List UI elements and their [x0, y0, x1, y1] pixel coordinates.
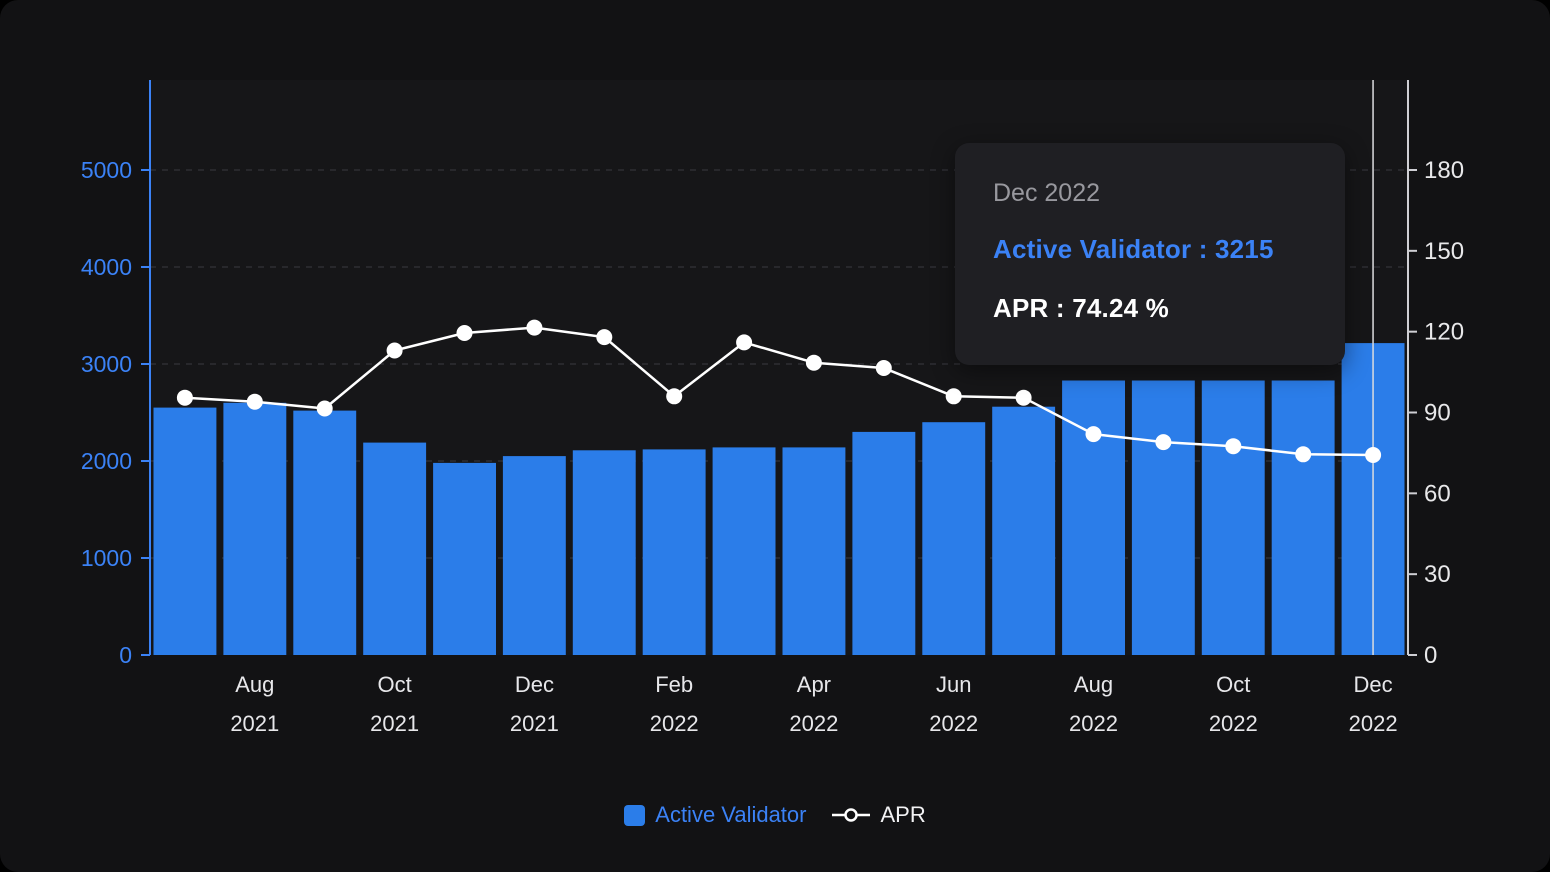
- x-axis-month-label: Oct: [377, 672, 411, 697]
- x-axis-year-label: 2022: [789, 711, 838, 736]
- bar-swatch-icon: [624, 804, 646, 826]
- bar-active-validator[interactable]: [293, 410, 357, 655]
- bar-active-validator[interactable]: [1201, 380, 1265, 656]
- apr-point[interactable]: [246, 393, 263, 410]
- x-axis-year-label: 2022: [1209, 711, 1258, 736]
- apr-point[interactable]: [1155, 434, 1172, 451]
- apr-point[interactable]: [875, 360, 892, 376]
- left-axis-label: 1000: [81, 545, 132, 571]
- legend-item-active-validator[interactable]: Active Validator: [624, 802, 806, 828]
- apr-point[interactable]: [526, 319, 543, 336]
- apr-point[interactable]: [1085, 426, 1102, 443]
- apr-point[interactable]: [945, 388, 962, 405]
- apr-point[interactable]: [596, 329, 613, 346]
- left-axis-label: 3000: [81, 351, 132, 377]
- x-axis-year-label: 2022: [929, 711, 978, 736]
- apr-point[interactable]: [1365, 447, 1382, 463]
- right-axis-label: 180: [1424, 157, 1464, 184]
- left-axis-label: 4000: [81, 254, 132, 280]
- bar-active-validator[interactable]: [502, 456, 566, 655]
- apr-line: [184, 326, 1374, 457]
- line-marker-icon: [832, 806, 871, 824]
- apr-point[interactable]: [1225, 438, 1242, 455]
- right-axis-label: 90: [1424, 400, 1451, 427]
- left-axis-label: 5000: [81, 157, 132, 183]
- apr-point[interactable]: [386, 342, 403, 359]
- bar-active-validator[interactable]: [852, 431, 916, 655]
- apr-point[interactable]: [1015, 389, 1032, 406]
- x-axis-year-label: 2022: [1349, 711, 1398, 736]
- apr-point[interactable]: [1295, 446, 1312, 463]
- left-axis-label: 0: [119, 642, 132, 668]
- tooltip-date: Dec 2022: [993, 179, 1101, 207]
- bar-active-validator[interactable]: [223, 402, 287, 655]
- bar-active-validator[interactable]: [572, 450, 636, 655]
- apr-point[interactable]: [736, 334, 753, 351]
- bar-active-validator[interactable]: [712, 447, 776, 655]
- x-axis-year-label: 2021: [230, 711, 279, 736]
- bar-active-validator[interactable]: [922, 422, 986, 655]
- apr-point[interactable]: [666, 388, 683, 405]
- tooltip-apr: APR : 74.24 %: [993, 293, 1170, 323]
- x-axis-month-label: Aug: [1074, 672, 1113, 697]
- right-axis-label: 150: [1424, 238, 1464, 265]
- bar-active-validator[interactable]: [433, 462, 496, 655]
- bar-active-validator[interactable]: [1131, 380, 1195, 656]
- left-axis-label: 2000: [81, 448, 132, 474]
- chart-legend: Active Validator APR: [0, 802, 1550, 828]
- apr-point[interactable]: [176, 389, 193, 406]
- apr-point[interactable]: [805, 354, 822, 371]
- x-axis-year-label: 2021: [510, 711, 559, 736]
- x-axis-month-label: Feb: [655, 672, 693, 697]
- bar-active-validator[interactable]: [363, 442, 427, 655]
- bar-active-validator[interactable]: [642, 449, 706, 655]
- right-axis-label: 120: [1424, 319, 1464, 346]
- chart-tooltip: Dec 2022 Active Validator : 3215 APR : 7…: [955, 143, 1345, 365]
- bar-active-validator[interactable]: [992, 406, 1056, 655]
- right-axis-label: 0: [1424, 642, 1437, 669]
- legend-label: Active Validator: [655, 802, 807, 827]
- right-axis-label: 60: [1424, 480, 1451, 507]
- bar-active-validator[interactable]: [782, 447, 846, 655]
- bar-active-validator[interactable]: [1271, 380, 1335, 656]
- legend-label: APR: [880, 802, 926, 827]
- x-axis-month-label: Aug: [235, 672, 274, 697]
- tooltip-active-validator: Active Validator : 3215: [993, 234, 1274, 264]
- apr-point[interactable]: [316, 400, 333, 417]
- x-axis-month-label: Dec: [1354, 672, 1393, 697]
- apr-point[interactable]: [456, 325, 473, 341]
- x-axis-month-label: Apr: [797, 672, 831, 697]
- legend-item-apr[interactable]: APR: [832, 802, 926, 828]
- x-axis-month-label: Dec: [515, 672, 554, 697]
- x-axis-year-label: 2022: [1069, 711, 1118, 736]
- right-axis-label: 30: [1424, 561, 1451, 588]
- x-axis-year-label: 2021: [370, 711, 419, 736]
- x-axis-year-label: 2022: [650, 711, 699, 736]
- x-axis-month-label: Oct: [1216, 672, 1250, 697]
- bar-active-validator[interactable]: [153, 407, 217, 655]
- x-axis-month-label: Jun: [936, 672, 971, 697]
